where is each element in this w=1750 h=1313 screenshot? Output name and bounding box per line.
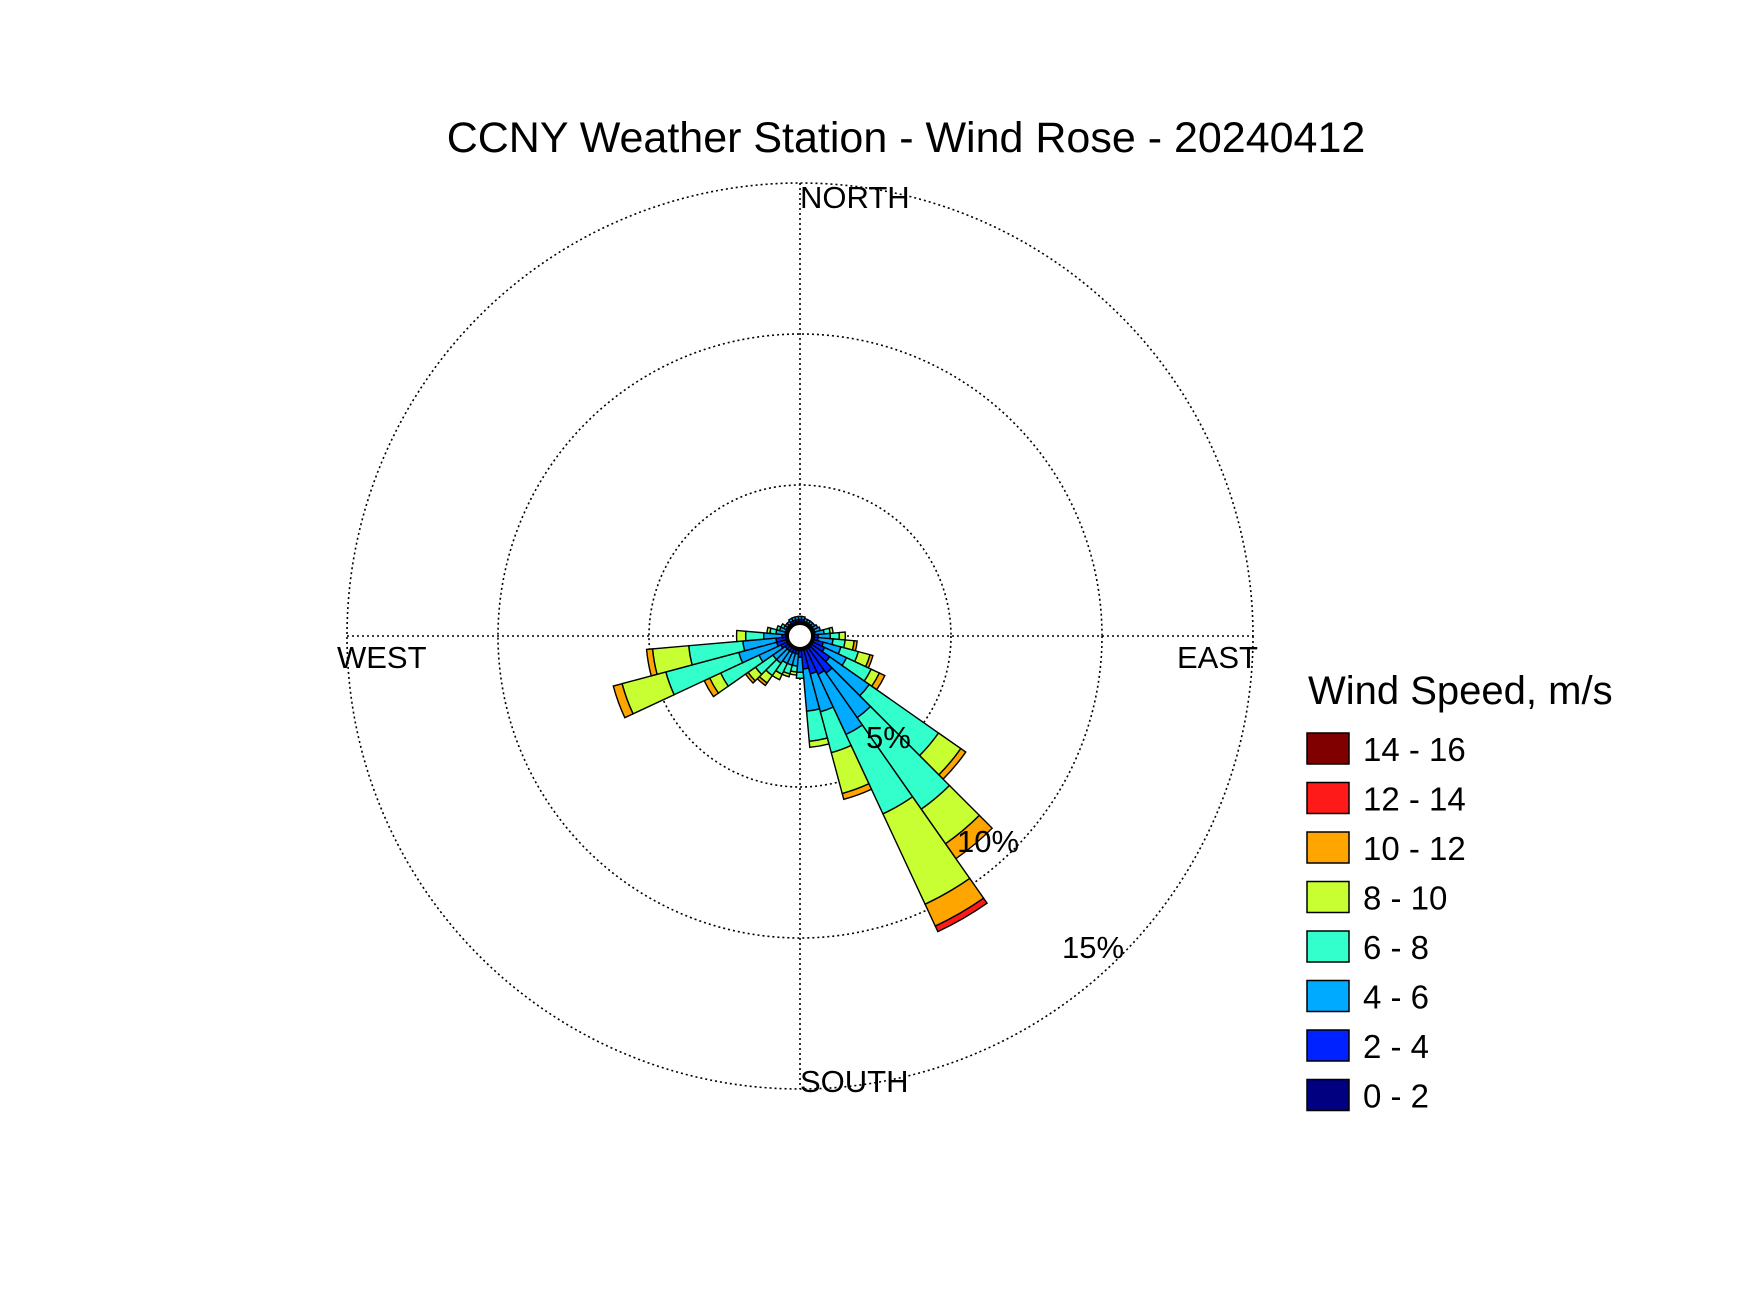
compass-label-south: SOUTH [800, 1064, 909, 1099]
compass-label-east: EAST [1177, 640, 1258, 675]
bar-170deg-bin-8-10 [808, 737, 830, 749]
chart-title: CCNY Weather Station - Wind Rose - 20240… [447, 114, 1366, 162]
bar-280deg-bin-8-10 [766, 626, 772, 635]
bar-160deg-bin-10-12 [841, 782, 873, 801]
bar-250deg-bin-10-12 [612, 682, 634, 719]
compass-label-north: NORTH [800, 180, 910, 215]
bar-350deg-bin-4-6 [794, 615, 800, 621]
legend-label-4-6: 4 - 6 [1363, 979, 1429, 1016]
legend-label-12-14: 12 - 14 [1363, 781, 1466, 818]
legend-label-6-8: 6 - 8 [1363, 929, 1429, 966]
legend-title: Wind Speed, m/s [1308, 669, 1613, 713]
legend-swatch-10-12 [1306, 831, 1350, 864]
bar-180deg-bin-6-8 [795, 671, 805, 679]
legend-swatch-2-4 [1306, 1029, 1350, 1062]
bar-260deg-bin-10-12 [645, 648, 658, 677]
bar-290deg-bin-6-8 [775, 624, 782, 632]
ring-label-5: 5% [866, 720, 911, 755]
legend-label-14-16: 14 - 16 [1363, 731, 1466, 768]
legend-swatch-8-10 [1306, 880, 1350, 914]
ring-label-15: 15% [1062, 930, 1124, 965]
legend-label-0-2: 0 - 2 [1363, 1078, 1429, 1115]
legend-swatch-0-2 [1306, 1078, 1350, 1112]
compass-label-west: WEST [337, 640, 427, 675]
bar-270deg-bin-8-10 [735, 629, 747, 643]
ring-label-10: 10% [957, 824, 1019, 859]
legend-label-8-10: 8 - 10 [1363, 880, 1447, 917]
legend-swatch-6-8 [1306, 930, 1350, 963]
legend-label-10-12: 10 - 12 [1363, 830, 1466, 867]
legend-label-2-4: 2 - 4 [1363, 1028, 1429, 1065]
bar-90deg-bin-8-10 [838, 631, 847, 641]
wind-rose-bars [612, 615, 994, 933]
legend-swatch-14-16 [1306, 732, 1350, 765]
bar-300deg-bin-6-8 [779, 622, 787, 630]
legend-items: 14 - 16 12 - 14 10 - 12 8 - 10 6 - 8 4 - 6 2 -… [1306, 731, 1466, 1115]
bar-150deg-bin-12-14 [934, 897, 989, 933]
polar-grid [346, 182, 1254, 1090]
legend-swatch-12-14 [1306, 781, 1350, 815]
bar-270deg-bin-6-8 [744, 630, 765, 642]
legend: Wind Speed, m/s 14 - 16 12 - 14 10 - 12 8 -… [1306, 669, 1613, 1115]
center-hub [785, 621, 815, 651]
legend-swatch-4-6 [1306, 979, 1350, 1013]
